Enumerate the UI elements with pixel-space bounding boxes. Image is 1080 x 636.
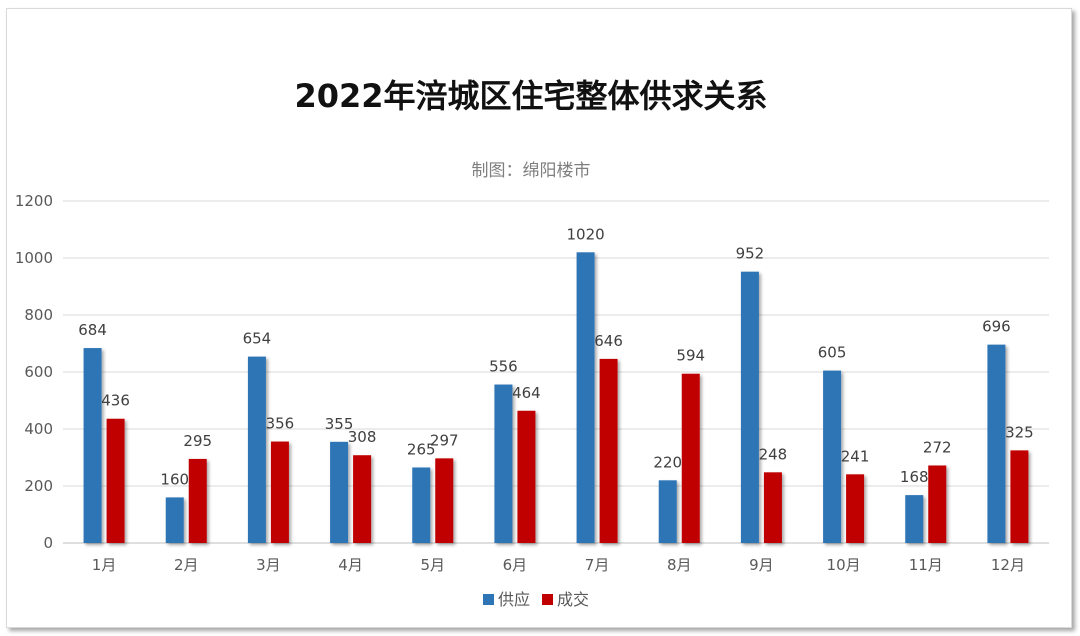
x-tick-label: 8月 bbox=[667, 556, 692, 574]
bar-deal bbox=[928, 465, 947, 543]
bar-chart: 2022年涪城区住宅整体供求关系 制图：绵阳楼市 0 200 400 600 800 10… bbox=[15, 77, 1049, 609]
data-label: 464 bbox=[512, 384, 541, 402]
data-label: 241 bbox=[841, 447, 870, 465]
legend-label: 成交 bbox=[557, 590, 589, 609]
x-tick-label: 12月 bbox=[991, 556, 1025, 574]
chart-frame: 2022年涪城区住宅整体供求关系 制图：绵阳楼市 0 200 400 600 800 10… bbox=[6, 8, 1072, 628]
x-tick-label: 10月 bbox=[827, 556, 861, 574]
data-label: 297 bbox=[430, 431, 459, 449]
bar-supply bbox=[412, 467, 431, 543]
bar-deal bbox=[846, 474, 865, 543]
x-tick-label: 11月 bbox=[909, 556, 943, 574]
gridlines bbox=[63, 200, 1049, 544]
x-tick-label: 1月 bbox=[92, 556, 117, 574]
data-label: 556 bbox=[489, 358, 518, 376]
bar-deal bbox=[763, 472, 782, 543]
bar-deal bbox=[353, 455, 372, 543]
bar-supply bbox=[330, 441, 349, 543]
bar-deal bbox=[188, 458, 207, 543]
data-label: 436 bbox=[101, 392, 130, 410]
bar-supply bbox=[494, 384, 513, 543]
data-label: 168 bbox=[900, 468, 929, 486]
bar-supply bbox=[740, 271, 759, 543]
bar-supply bbox=[905, 495, 924, 543]
x-axis-ticks: 1月 2月 3月 4月 5月 6月 7月 8月 9月 10月 11月 12月 bbox=[92, 556, 1025, 574]
bar-deal bbox=[599, 358, 618, 543]
data-label: 654 bbox=[243, 330, 272, 348]
data-label: 265 bbox=[407, 440, 436, 458]
y-axis-ticks: 0 200 400 600 800 1000 1200 bbox=[15, 192, 53, 552]
x-tick-label: 2月 bbox=[174, 556, 199, 574]
data-label: 248 bbox=[759, 445, 788, 463]
data-label: 308 bbox=[348, 428, 377, 446]
data-label: 356 bbox=[266, 415, 295, 433]
data-label: 325 bbox=[1005, 423, 1034, 441]
bar-deal bbox=[517, 410, 536, 543]
y-tick-label: 1200 bbox=[15, 192, 53, 210]
bar-supply bbox=[247, 356, 266, 543]
bar-deal bbox=[435, 458, 454, 543]
legend-swatch bbox=[483, 594, 494, 605]
x-tick-label: 6月 bbox=[503, 556, 528, 574]
bar-supply bbox=[823, 370, 842, 543]
y-tick-label: 1000 bbox=[15, 249, 53, 267]
bar-deal bbox=[106, 418, 125, 543]
bar-supply bbox=[987, 344, 1006, 543]
bar-supply bbox=[658, 480, 677, 543]
bar-supply bbox=[576, 252, 595, 544]
data-label: 696 bbox=[982, 318, 1011, 336]
bar-deal bbox=[681, 373, 700, 543]
x-tick-label: 3月 bbox=[256, 556, 281, 574]
x-tick-label: 7月 bbox=[585, 556, 610, 574]
bar-supply bbox=[83, 348, 102, 543]
data-label: 684 bbox=[78, 321, 107, 339]
chart-title: 2022年涪城区住宅整体供求关系 bbox=[294, 77, 767, 115]
legend-swatch bbox=[542, 594, 553, 605]
y-tick-label: 800 bbox=[24, 306, 53, 324]
chart-subtitle: 制图：绵阳楼市 bbox=[472, 161, 591, 181]
legend-label: 供应 bbox=[498, 590, 530, 609]
x-tick-label: 9月 bbox=[749, 556, 774, 574]
data-label: 605 bbox=[818, 344, 847, 362]
y-tick-label: 0 bbox=[43, 534, 53, 552]
data-label: 355 bbox=[325, 415, 354, 433]
y-tick-label: 600 bbox=[24, 363, 53, 381]
x-tick-label: 4月 bbox=[338, 556, 363, 574]
legend: 供应 成交 bbox=[483, 590, 589, 609]
data-label: 646 bbox=[594, 332, 623, 350]
bar-supply bbox=[165, 497, 184, 543]
data-label: 160 bbox=[160, 470, 189, 488]
data-label: 594 bbox=[676, 347, 705, 365]
bars bbox=[83, 252, 1029, 544]
bar-deal bbox=[270, 441, 289, 543]
data-label: 220 bbox=[653, 453, 682, 471]
y-tick-label: 200 bbox=[24, 477, 53, 495]
x-tick-label: 5月 bbox=[420, 556, 445, 574]
data-label: 952 bbox=[736, 245, 765, 263]
data-label: 272 bbox=[923, 438, 952, 456]
bar-deal bbox=[1010, 450, 1029, 543]
data-label: 1020 bbox=[566, 225, 604, 243]
y-tick-label: 400 bbox=[24, 420, 53, 438]
data-label: 295 bbox=[183, 432, 212, 450]
